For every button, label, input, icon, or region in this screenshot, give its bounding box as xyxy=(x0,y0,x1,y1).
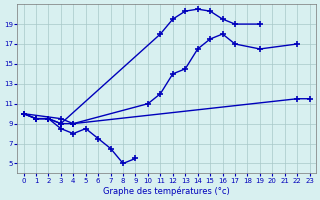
X-axis label: Graphe des températures (°c): Graphe des températures (°c) xyxy=(103,186,230,196)
